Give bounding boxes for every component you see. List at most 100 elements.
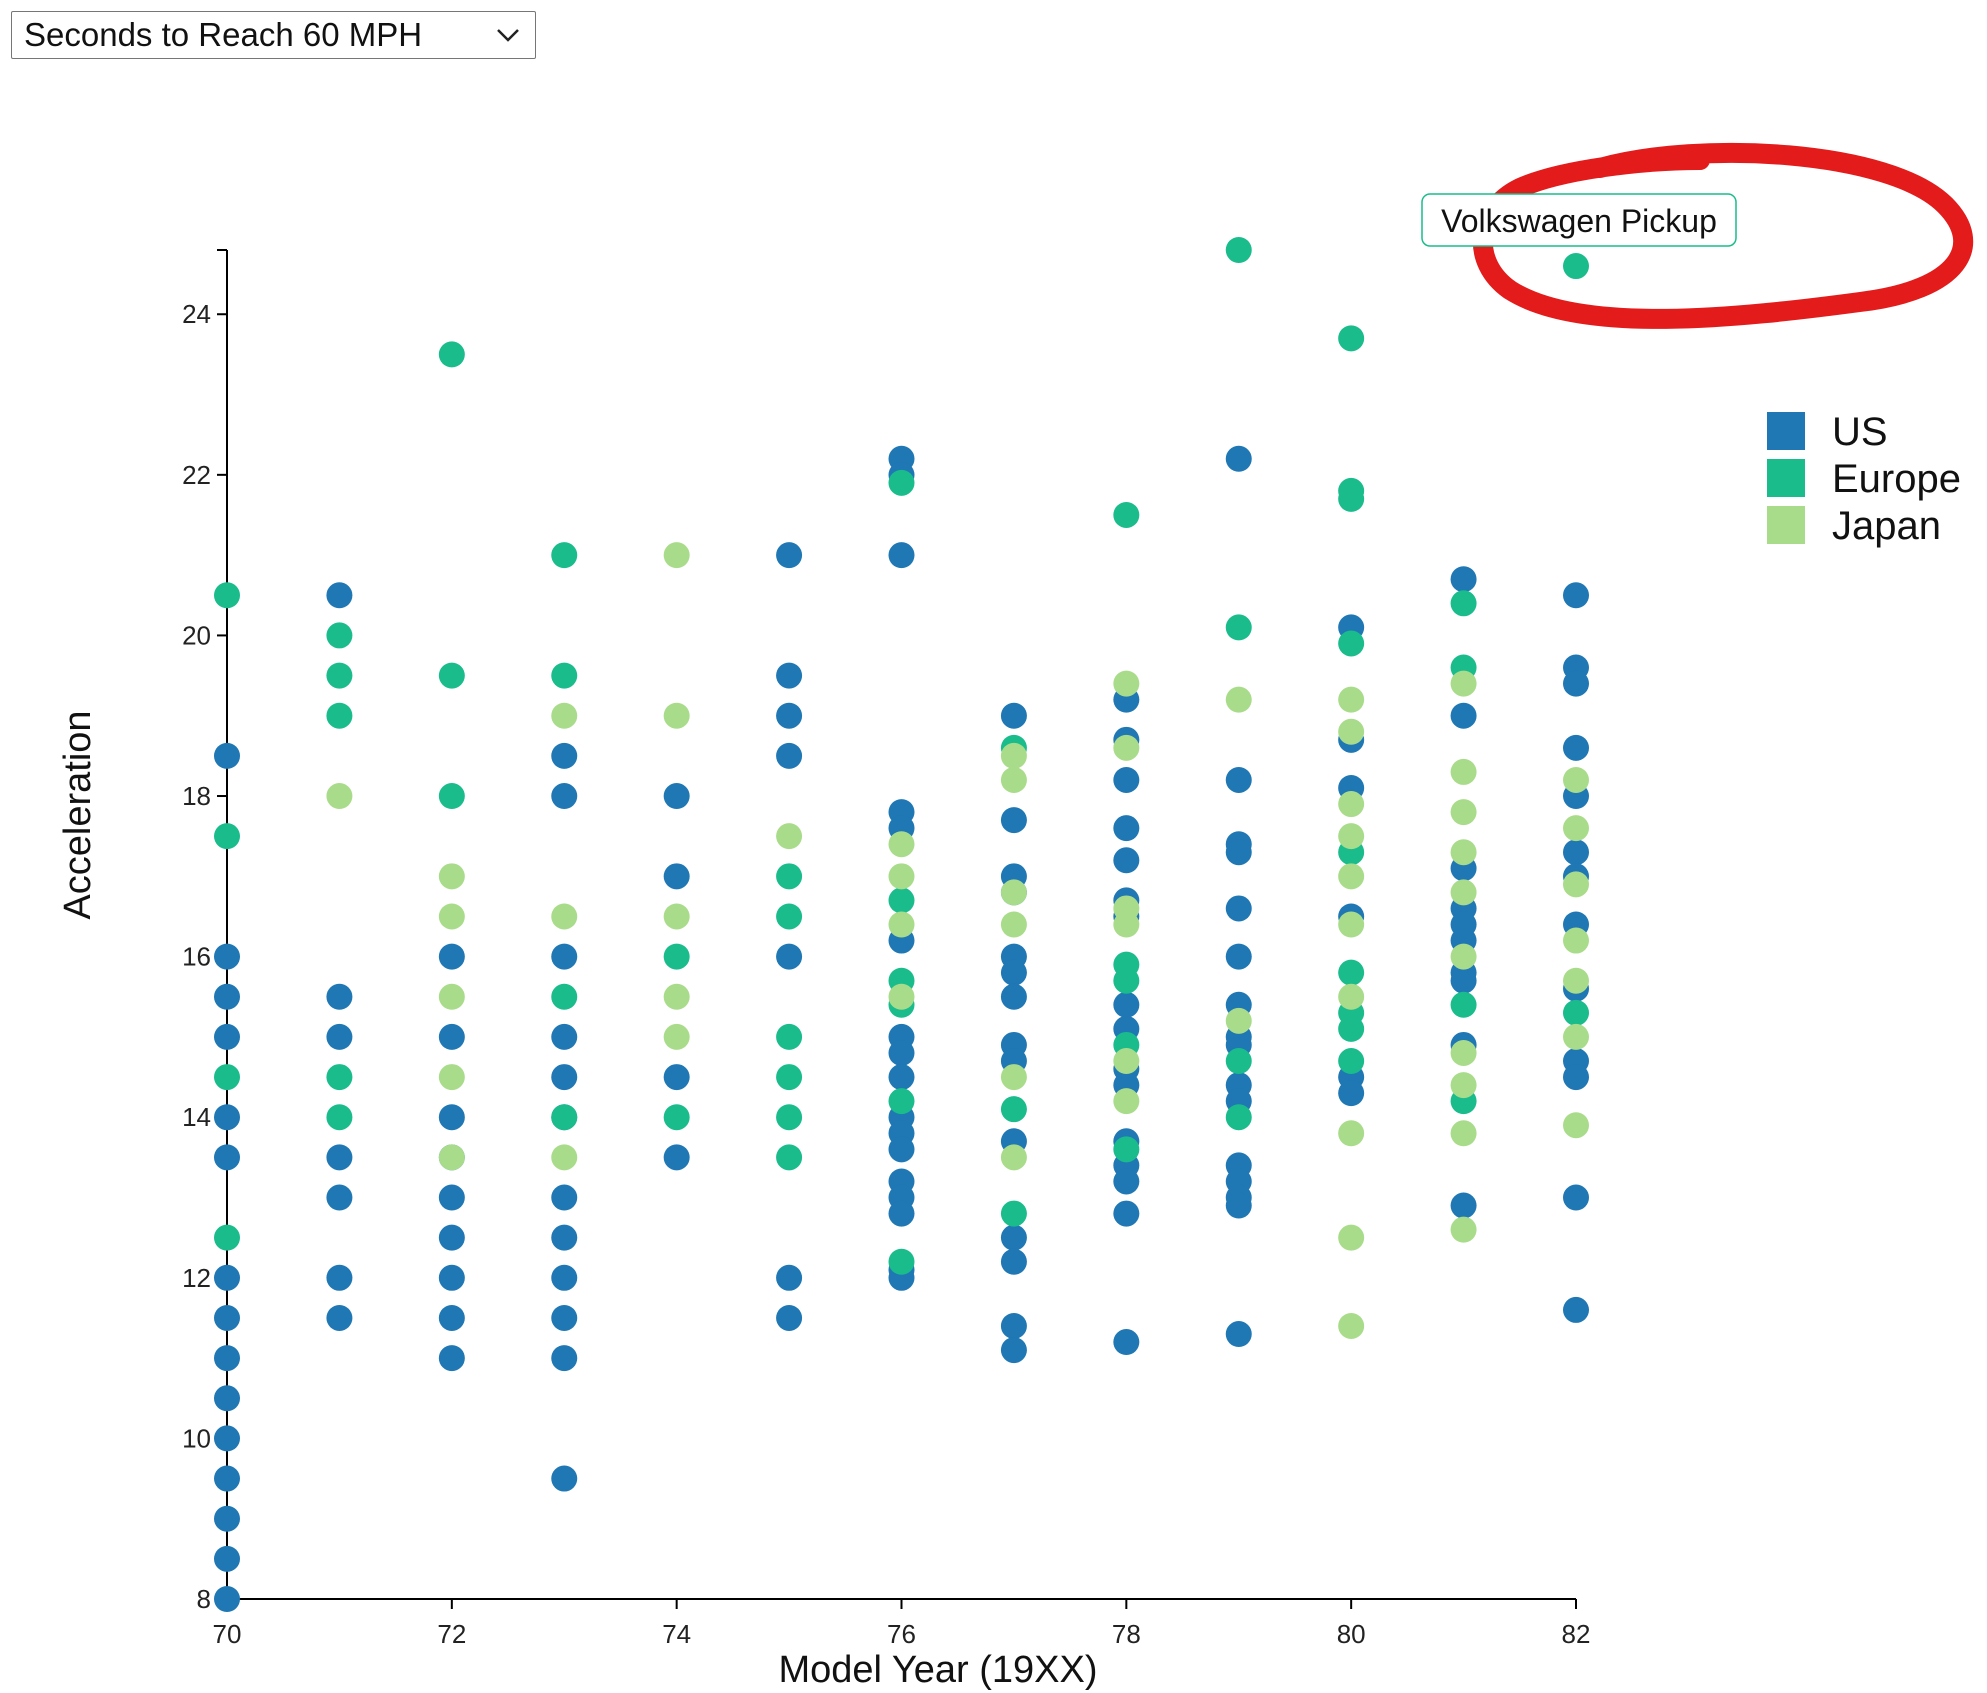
data-point [214, 1345, 240, 1372]
data-point [1000, 959, 1027, 986]
tooltip: Volkswagen Pickup [1421, 193, 1737, 247]
data-point [776, 1023, 803, 1050]
highlight-annotation [1472, 142, 1973, 329]
tooltip-box [1421, 193, 1737, 247]
data-point [1338, 823, 1365, 850]
data-point [1225, 766, 1252, 793]
legend-label: Japan [1832, 504, 1941, 548]
data-point [663, 1104, 690, 1131]
metric-dropdown[interactable]: Seconds to Reach 60 MPH [11, 11, 536, 59]
data-point [438, 1184, 465, 1211]
data-point [214, 1505, 240, 1532]
data-point [438, 1304, 465, 1331]
x-tick-label: 72 [437, 1619, 466, 1649]
y-tick-label: 24 [182, 299, 211, 329]
data-point [551, 1184, 578, 1211]
y-tick-label: 10 [182, 1423, 211, 1453]
data-point [1338, 1080, 1365, 1107]
data-point [1338, 1312, 1365, 1339]
data-point [1563, 927, 1589, 954]
data-point [1450, 1192, 1477, 1219]
data-point [663, 1144, 690, 1171]
data-point [1000, 1248, 1027, 1275]
data-point [1338, 863, 1365, 890]
data-point [1000, 1096, 1027, 1123]
data-point [1225, 237, 1252, 263]
data-point [326, 662, 353, 689]
y-tick-label: 12 [182, 1263, 211, 1293]
data-point [776, 742, 803, 769]
data-point [1450, 590, 1477, 617]
data-point [1563, 967, 1589, 994]
data-point [1450, 758, 1477, 785]
data-point [663, 863, 690, 890]
data-point [888, 911, 915, 938]
x-tick-label: 78 [1112, 1619, 1141, 1649]
data-point [1113, 1048, 1140, 1075]
data-point [888, 1064, 915, 1091]
data-point [326, 1304, 353, 1331]
data-point [663, 702, 690, 729]
data-point [1563, 1112, 1589, 1139]
data-point [776, 1304, 803, 1331]
data-point [1113, 991, 1140, 1018]
legend-swatch [1767, 412, 1805, 450]
data-point [551, 1104, 578, 1131]
data-point [776, 903, 803, 930]
data-point [214, 1586, 240, 1612]
data-point [888, 469, 915, 496]
data-point [326, 783, 353, 810]
x-axis-title: Model Year (19XX) [779, 1649, 1098, 1691]
data-point [1563, 999, 1589, 1026]
legend-swatch [1767, 459, 1805, 497]
data-point [1000, 702, 1027, 729]
data-point [1338, 686, 1365, 713]
legend-label: US [1832, 410, 1888, 454]
data-point [1450, 879, 1477, 906]
y-tick-label: 20 [182, 620, 211, 650]
data-point [326, 1184, 353, 1211]
data-point [326, 1023, 353, 1050]
data-point [1000, 1200, 1027, 1227]
data-point [326, 1264, 353, 1291]
data-point [1338, 911, 1365, 938]
data-point [1563, 734, 1589, 761]
data-point [1225, 614, 1252, 641]
data-point [438, 1345, 465, 1372]
data-point [214, 1104, 240, 1131]
data-point [1450, 839, 1477, 866]
data-point [1113, 847, 1140, 874]
data-point [1113, 1136, 1140, 1163]
series-japan [326, 542, 1589, 1339]
data-point [1000, 911, 1027, 938]
data-point [1225, 895, 1252, 922]
data-point [1450, 1120, 1477, 1147]
data-point [1225, 839, 1252, 866]
data-point [551, 1144, 578, 1171]
data-point [326, 622, 353, 649]
data-point [551, 983, 578, 1010]
data-point [551, 903, 578, 930]
data-point [551, 783, 578, 810]
data-point [438, 943, 465, 970]
data-point [551, 1465, 578, 1492]
data-point [776, 702, 803, 729]
data-point [776, 823, 803, 850]
data-point [888, 863, 915, 890]
data-point [551, 662, 578, 689]
y-tick-label: 18 [182, 781, 211, 811]
data-point [1000, 879, 1027, 906]
data-point [1563, 582, 1589, 609]
red-circle-annotation [1472, 142, 1973, 329]
dropdown-selected-label: Seconds to Reach 60 MPH [24, 16, 423, 53]
data-point [1000, 983, 1027, 1010]
y-tick-label: 22 [182, 460, 211, 490]
data-point [551, 742, 578, 769]
data-point [1563, 253, 1589, 280]
data-point [1450, 1072, 1477, 1099]
data-point [1113, 1329, 1140, 1356]
data-point [551, 1264, 578, 1291]
data-point [1113, 734, 1140, 761]
data-point [551, 1023, 578, 1050]
